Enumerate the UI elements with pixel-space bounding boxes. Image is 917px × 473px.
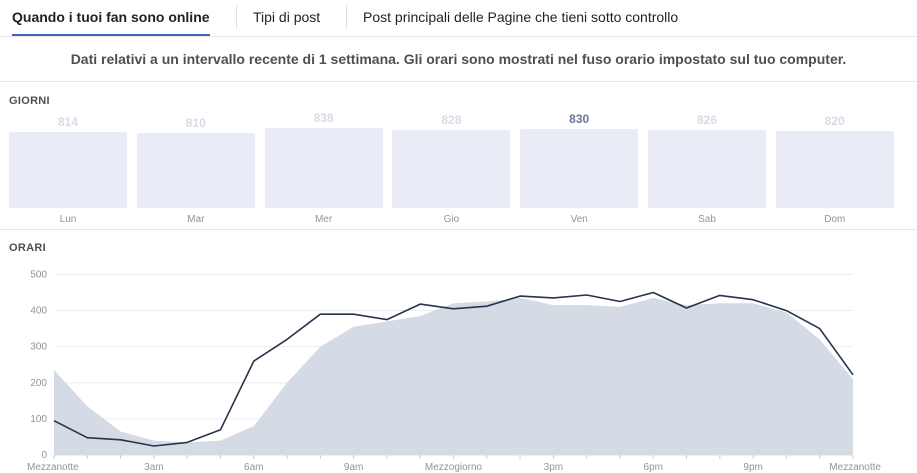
day-bar[interactable] — [648, 130, 766, 208]
y-tick-label: 200 — [30, 378, 47, 389]
area-series — [54, 297, 853, 455]
section-divider — [0, 229, 917, 230]
day-name-label: Lun — [59, 214, 77, 225]
hours-section-label: ORARI — [9, 242, 46, 254]
day-bar[interactable] — [775, 131, 894, 208]
day-column: 838 Mer — [264, 108, 383, 228]
y-tick-label: 500 — [30, 269, 47, 280]
day-name-label: Ven — [570, 214, 588, 225]
tab-when-fans-online[interactable]: Quando i tuoi fan sono online — [12, 0, 210, 36]
day-bar[interactable] — [520, 129, 639, 208]
x-tick-label: Mezzogiorno — [425, 462, 483, 473]
chart-area-layer — [54, 297, 853, 455]
day-fan-count: 828 — [441, 113, 462, 127]
x-tick-label: 3am — [144, 462, 163, 473]
day-bar[interactable] — [136, 133, 255, 208]
day-column: 820 Dom — [775, 108, 894, 228]
tab-separator — [236, 5, 237, 29]
day-column: 830 Ven — [520, 108, 639, 228]
day-fan-count: 810 — [185, 116, 206, 130]
day-bar[interactable] — [392, 130, 511, 208]
x-tick-label: 6pm — [644, 462, 663, 473]
day-column: 810 Mar — [136, 108, 255, 228]
day-column: 814 Lun — [9, 108, 127, 228]
tab-separator — [346, 5, 347, 29]
day-name-label: Sab — [698, 214, 716, 225]
day-name-label: Mar — [187, 214, 205, 225]
tab-post-types[interactable]: Tipi di post — [253, 9, 321, 25]
date-range-notice: Dati relativi a un intervallo recente di… — [0, 37, 917, 82]
tab-top-posts-watched-pages[interactable]: Post principali delle Pagine che tieni s… — [363, 9, 679, 25]
y-tick-label: 400 — [30, 306, 47, 317]
day-fan-count: 826 — [696, 113, 718, 127]
y-axis-ticks: 0 100 200 300 400 500 — [30, 269, 47, 461]
day-bar[interactable] — [264, 128, 383, 208]
day-name-label: Mer — [314, 214, 333, 225]
day-fan-count: 820 — [824, 114, 845, 128]
chart-line-layer — [53, 291, 854, 447]
tab-bar: Quando i tuoi fan sono online Tipi di po… — [0, 0, 917, 37]
x-tick-label: 6am — [244, 462, 263, 473]
day-column: 828 Gio — [392, 108, 511, 228]
day-name-label: Dom — [824, 214, 846, 225]
day-bar[interactable] — [9, 132, 127, 208]
x-tick-label: 3pm — [544, 462, 563, 473]
days-section-label: GIORNI — [9, 95, 50, 107]
line-series[interactable] — [53, 291, 854, 447]
day-fan-count: 814 — [57, 115, 79, 129]
y-tick-label: 100 — [30, 414, 47, 425]
x-tick-label: 9am — [344, 462, 363, 473]
y-tick-label: 0 — [41, 450, 47, 461]
x-tick-label: Mezzanotte — [829, 462, 881, 473]
x-axis-ticks: Mezzanotte 3am 6am 9am Mezzogiorno 3pm 6pm 9pm M… — [27, 454, 881, 473]
x-tick-label: Mezzanotte — [27, 462, 79, 473]
y-tick-label: 300 — [30, 342, 47, 353]
day-fan-count: 830 — [569, 112, 590, 126]
day-name-label: Gio — [443, 214, 460, 225]
x-tick-label: 9pm — [743, 462, 762, 473]
day-column: 826 Sab — [648, 108, 766, 228]
day-fan-count: 838 — [313, 111, 334, 125]
